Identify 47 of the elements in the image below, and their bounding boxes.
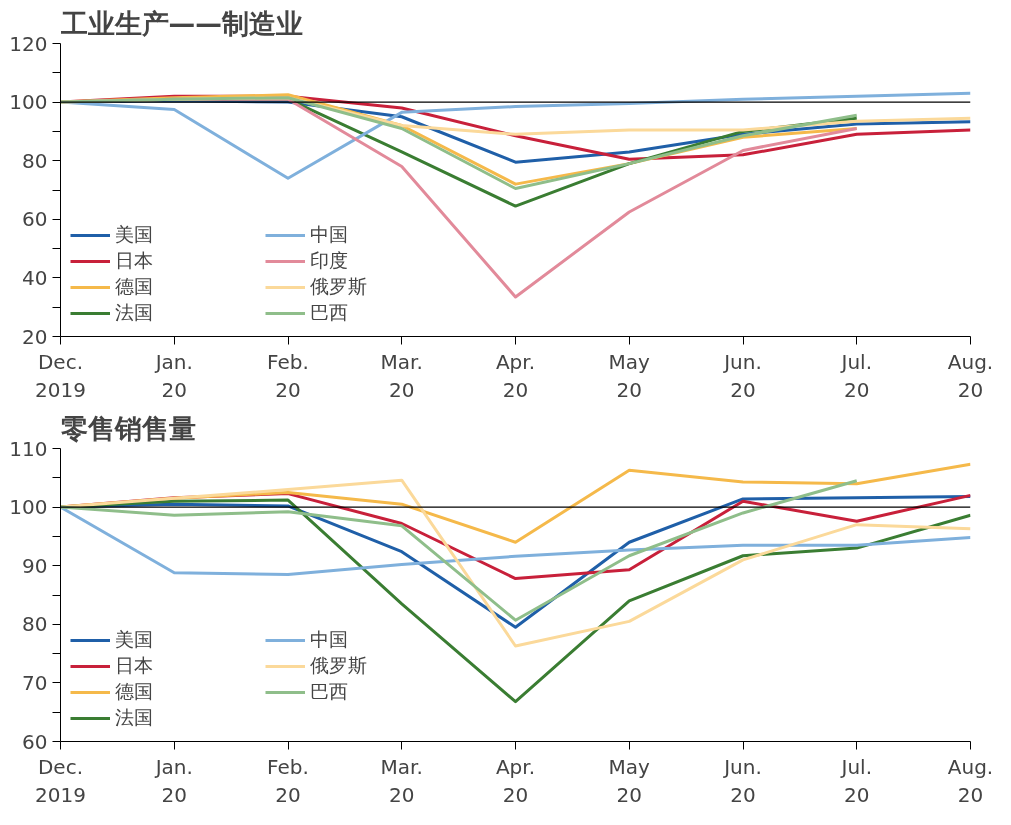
x-tick-label: Dec. 2019 bbox=[35, 349, 86, 403]
y-tick-label: 100 bbox=[9, 90, 48, 115]
y-tick-label: 110 bbox=[9, 436, 48, 461]
legend-label: 法国 bbox=[115, 301, 154, 325]
x-tick-label: Apr. 20 bbox=[495, 349, 536, 403]
y-tick-label: 40 bbox=[22, 265, 48, 290]
legend-label: 德国 bbox=[115, 275, 154, 299]
x-tick-label: Apr. 20 bbox=[495, 754, 536, 808]
x-tick-label: Jul. 20 bbox=[839, 754, 873, 808]
legend-label: 美国 bbox=[115, 223, 154, 247]
legend-label: 美国 bbox=[115, 628, 154, 652]
x-tick-label: Mar. 20 bbox=[380, 754, 423, 808]
legend-label: 日本 bbox=[115, 249, 154, 273]
legend-label: 中国 bbox=[310, 223, 349, 247]
x-tick-label: Dec. 2019 bbox=[35, 754, 86, 808]
x-tick-label: Jan. 20 bbox=[153, 349, 193, 403]
x-tick-label: Aug. 20 bbox=[947, 349, 994, 403]
y-tick-label: 120 bbox=[9, 31, 48, 56]
x-tick-label: Jun. 20 bbox=[722, 349, 762, 403]
legend-label: 巴西 bbox=[310, 301, 349, 325]
x-tick-label: Jun. 20 bbox=[722, 754, 762, 808]
legend-label: 中国 bbox=[310, 628, 349, 652]
y-tick-label: 80 bbox=[22, 612, 48, 637]
x-tick-label: Mar. 20 bbox=[380, 349, 423, 403]
chart-title: 工业生产——制造业 bbox=[59, 7, 303, 39]
chart-title: 零售销售量 bbox=[60, 412, 196, 444]
x-tick-label: Feb. 20 bbox=[267, 754, 309, 808]
x-tick-label: Aug. 20 bbox=[947, 754, 994, 808]
legend-label: 俄罗斯 bbox=[310, 654, 368, 678]
legend-label: 德国 bbox=[115, 680, 154, 704]
y-tick-label: 60 bbox=[22, 729, 48, 754]
legend-label: 印度 bbox=[310, 249, 349, 273]
y-tick-label: 60 bbox=[22, 207, 48, 232]
x-tick-label: Feb. 20 bbox=[267, 349, 309, 403]
legend-label: 俄罗斯 bbox=[310, 275, 368, 299]
x-tick-label: Jul. 20 bbox=[839, 349, 873, 403]
y-tick-label: 100 bbox=[9, 495, 48, 520]
legend-label: 巴西 bbox=[310, 680, 349, 704]
x-tick-label: May 20 bbox=[608, 754, 651, 808]
legend-label: 法国 bbox=[115, 706, 154, 730]
x-tick-label: Jan. 20 bbox=[153, 754, 193, 808]
y-tick-label: 90 bbox=[22, 553, 48, 578]
y-tick-label: 70 bbox=[22, 670, 48, 695]
y-tick-label: 20 bbox=[22, 324, 48, 349]
y-tick-label: 80 bbox=[22, 148, 48, 173]
x-tick-label: May 20 bbox=[608, 349, 651, 403]
legend-label: 日本 bbox=[115, 654, 154, 678]
